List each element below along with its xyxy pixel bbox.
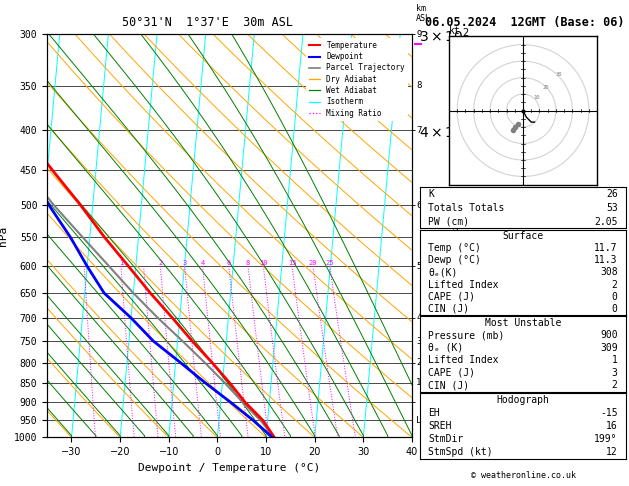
Text: 0: 0 <box>612 292 618 302</box>
Text: 900: 900 <box>600 330 618 340</box>
Text: 12: 12 <box>606 447 618 457</box>
Text: 2: 2 <box>416 358 421 367</box>
Text: 30: 30 <box>556 72 562 77</box>
Text: 3: 3 <box>182 260 187 266</box>
Text: 53: 53 <box>606 203 618 213</box>
Text: 10: 10 <box>259 260 267 266</box>
Text: 8: 8 <box>246 260 250 266</box>
Text: 6: 6 <box>226 260 231 266</box>
Text: 1: 1 <box>416 379 421 387</box>
Text: Totals Totals: Totals Totals <box>428 203 505 213</box>
Text: 2: 2 <box>159 260 162 266</box>
Text: LCL: LCL <box>416 416 432 425</box>
Text: Mixing Ratio (g/kg): Mixing Ratio (g/kg) <box>452 217 461 319</box>
Text: 3: 3 <box>612 368 618 378</box>
Text: 5: 5 <box>416 262 421 271</box>
Text: 309: 309 <box>600 343 618 353</box>
X-axis label: Dewpoint / Temperature (°C): Dewpoint / Temperature (°C) <box>138 463 321 473</box>
Text: 2: 2 <box>612 381 618 390</box>
Text: Pressure (mb): Pressure (mb) <box>428 330 505 340</box>
Text: 308: 308 <box>600 267 618 278</box>
Text: CIN (J): CIN (J) <box>428 304 469 314</box>
Text: 20: 20 <box>309 260 317 266</box>
Text: EH: EH <box>428 408 440 418</box>
Text: 3: 3 <box>416 336 421 346</box>
Text: CIN (J): CIN (J) <box>428 381 469 390</box>
Text: 2.05: 2.05 <box>594 217 618 226</box>
Text: StmSpd (kt): StmSpd (kt) <box>428 447 493 457</box>
Text: 4: 4 <box>416 313 421 322</box>
Text: 11.3: 11.3 <box>594 255 618 265</box>
Text: 10: 10 <box>533 95 540 100</box>
Text: 8: 8 <box>416 81 421 90</box>
Text: PW (cm): PW (cm) <box>428 217 469 226</box>
Text: Lifted Index: Lifted Index <box>428 279 499 290</box>
Legend: Temperature, Dewpoint, Parcel Trajectory, Dry Adiabat, Wet Adiabat, Isotherm, Mi: Temperature, Dewpoint, Parcel Trajectory… <box>306 38 408 121</box>
Text: 20: 20 <box>543 85 549 90</box>
Text: StmDir: StmDir <box>428 434 464 444</box>
Text: 1: 1 <box>612 355 618 365</box>
Text: θₑ(K): θₑ(K) <box>428 267 458 278</box>
Y-axis label: hPa: hPa <box>0 226 8 246</box>
Text: Hodograph: Hodograph <box>496 395 550 405</box>
Text: 25: 25 <box>325 260 334 266</box>
Text: K: K <box>428 189 434 199</box>
Text: -15: -15 <box>600 408 618 418</box>
Text: 06.05.2024  12GMT (Base: 06): 06.05.2024 12GMT (Base: 06) <box>425 16 625 29</box>
Text: 16: 16 <box>606 421 618 431</box>
Text: Dewp (°C): Dewp (°C) <box>428 255 481 265</box>
Text: 50°31'N  1°37'E  30m ASL: 50°31'N 1°37'E 30m ASL <box>122 16 293 29</box>
Text: CAPE (J): CAPE (J) <box>428 368 476 378</box>
Text: 0: 0 <box>612 304 618 314</box>
Text: kt: kt <box>449 26 460 36</box>
Text: SREH: SREH <box>428 421 452 431</box>
Text: 15: 15 <box>288 260 296 266</box>
Text: Lifted Index: Lifted Index <box>428 355 499 365</box>
Text: 2: 2 <box>612 279 618 290</box>
Text: Surface: Surface <box>503 231 543 241</box>
Text: Temp (°C): Temp (°C) <box>428 243 481 253</box>
Text: 4: 4 <box>201 260 204 266</box>
Text: km
ASL: km ASL <box>416 3 431 23</box>
Text: 11.7: 11.7 <box>594 243 618 253</box>
Text: 7: 7 <box>416 126 421 135</box>
Text: 9: 9 <box>416 30 421 38</box>
Text: 26: 26 <box>606 189 618 199</box>
Text: Most Unstable: Most Unstable <box>485 318 561 328</box>
Text: 1: 1 <box>119 260 123 266</box>
Text: 199°: 199° <box>594 434 618 444</box>
Text: 6: 6 <box>416 201 421 209</box>
Text: © weatheronline.co.uk: © weatheronline.co.uk <box>470 471 576 480</box>
Text: θₑ (K): θₑ (K) <box>428 343 464 353</box>
Text: CAPE (J): CAPE (J) <box>428 292 476 302</box>
